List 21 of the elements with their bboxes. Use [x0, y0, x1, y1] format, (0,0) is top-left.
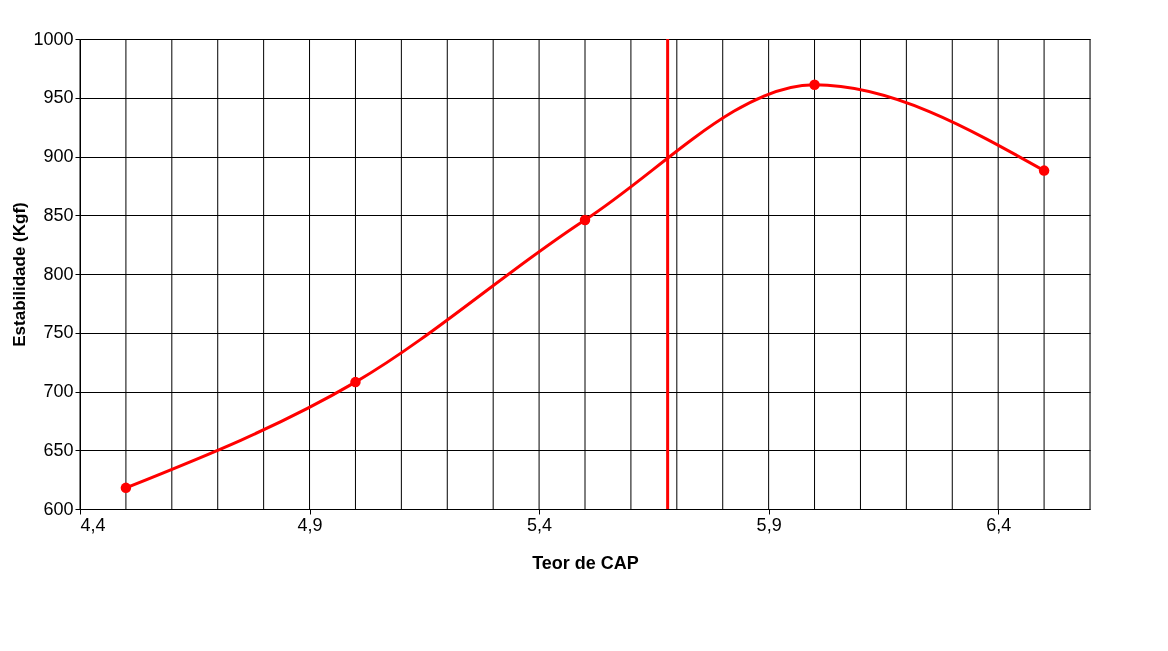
y-tick-label: 1000	[33, 28, 74, 49]
point	[1038, 165, 1050, 176]
x-tick-label: 5,4	[527, 514, 553, 535]
x-axis-title: Teor de CAP	[532, 552, 639, 573]
y-tick-label: 700	[43, 381, 74, 401]
point	[809, 79, 820, 91]
y-tick-label: 800	[43, 263, 74, 284]
y-tick-label: 600	[43, 498, 74, 519]
y-tick-label: 950	[43, 87, 74, 108]
y-tick-label: 650	[43, 439, 74, 460]
y-tick-label: 750	[43, 322, 74, 343]
point	[350, 376, 361, 388]
y-tick-label: 900	[43, 146, 74, 166]
point	[120, 482, 132, 494]
x-tick-label: 6,4	[986, 514, 1012, 535]
y-tick-label: 850	[43, 204, 74, 225]
x-tick-label: 5,9	[756, 514, 782, 535]
x-tick-label: 4,9	[297, 514, 323, 535]
y-axis-title: Estabilidade (Kgf)	[10, 202, 30, 347]
x-tick-label: 4,4	[80, 514, 106, 535]
point	[579, 214, 591, 226]
